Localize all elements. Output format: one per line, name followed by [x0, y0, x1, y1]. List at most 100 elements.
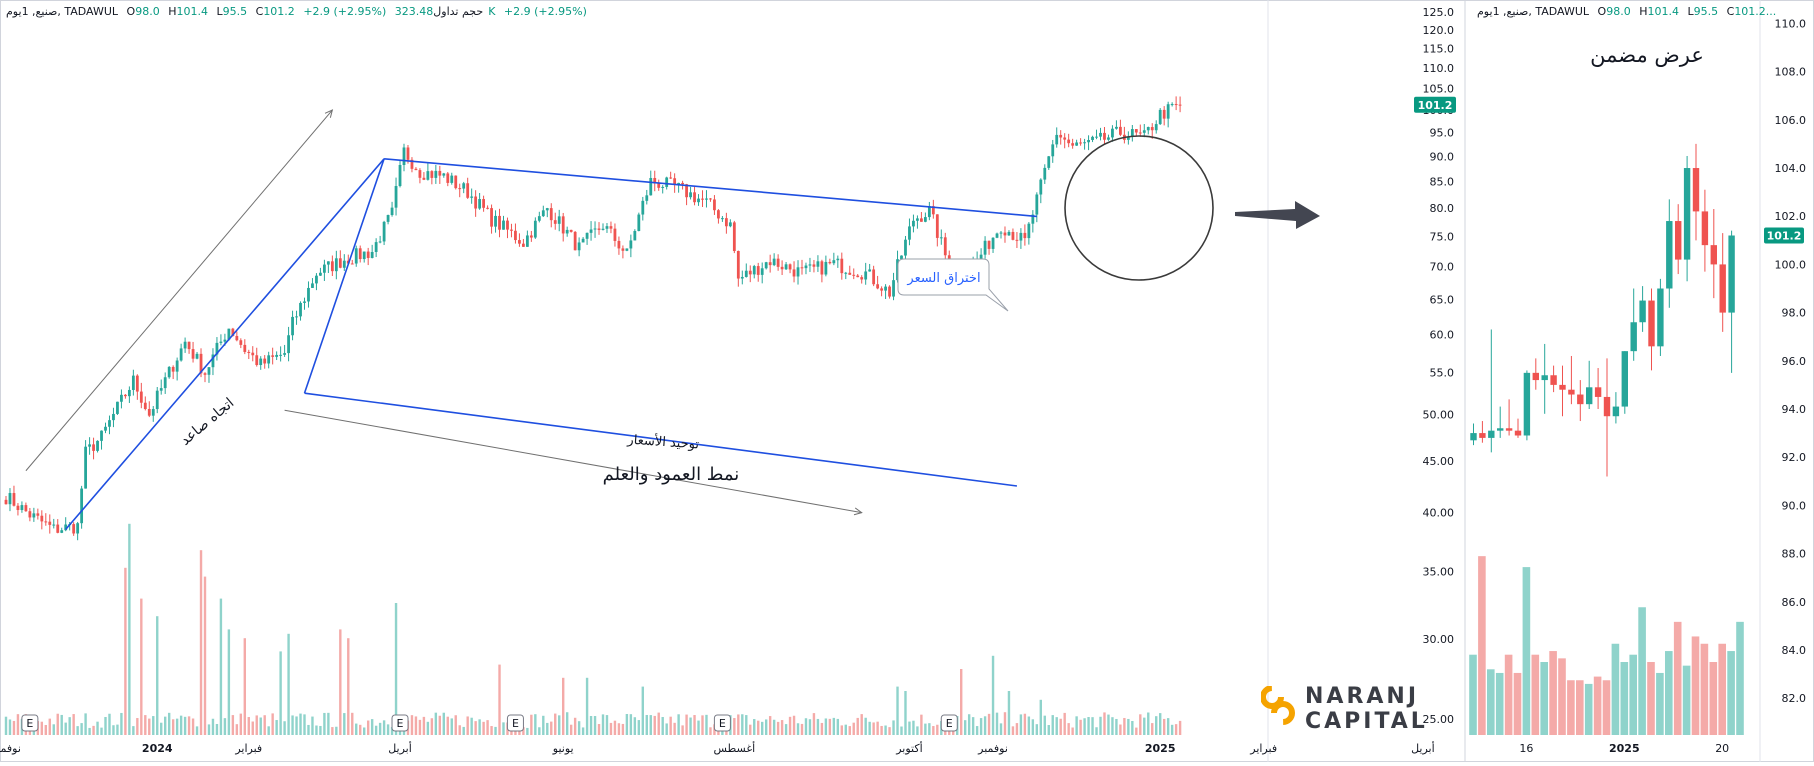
zoom-open: O98.0: [1598, 5, 1631, 18]
main-volume-bar: [530, 714, 533, 735]
main-volume-bar: [971, 717, 975, 735]
main-volume-bar: [72, 714, 75, 735]
main-volume-bar: [1159, 713, 1162, 735]
main-volume-bar: [291, 715, 294, 735]
main-volume-bar: [1083, 718, 1086, 735]
main-volume-bar: [1075, 716, 1078, 735]
main-volume-bar: [315, 725, 318, 735]
main-volume-bar: [569, 724, 573, 735]
main-candle-body: [418, 170, 422, 178]
zoom-symbol[interactable]: صنيع, 1يوم, TADAWUL: [1477, 5, 1590, 18]
main-candle-body: [199, 353, 203, 374]
main-candle-body: [470, 196, 474, 198]
main-volume-bar: [772, 719, 776, 735]
main-candle-body: [247, 351, 251, 353]
main-volume-bar: [60, 714, 63, 735]
high-value: 101.4: [176, 5, 208, 18]
main-candle-body: [1039, 179, 1043, 195]
main-candle-body: [541, 210, 545, 217]
uptrend-arrow: [25, 109, 333, 472]
main-volume-bar: [207, 724, 211, 735]
main-volume-bar: [1035, 724, 1039, 735]
main-y-tick-label: 35.00: [1423, 565, 1455, 578]
zoom-candle-body: [1675, 221, 1682, 260]
zoom-candle-body: [1559, 384, 1566, 390]
main-candle-body: [923, 217, 927, 222]
main-candle-body: [12, 493, 16, 506]
main-volume-bar: [223, 718, 227, 735]
main-volume-bar: [522, 727, 525, 735]
main-volume-bar: [422, 716, 426, 735]
main-volume-bar: [92, 725, 95, 735]
main-volume-bars: [4, 523, 1182, 735]
zoom-candle-body: [1594, 387, 1602, 397]
high-label: H: [168, 5, 177, 18]
main-volume-bar: [195, 726, 199, 735]
main-volume-bar: [40, 721, 44, 735]
main-candle-body: [76, 523, 80, 534]
zoom-y-tick-label: 100.0: [1775, 258, 1807, 271]
flag-lower-line: [304, 392, 1018, 487]
main-candle-body: [1138, 132, 1142, 134]
zoom-volume-bar: [1700, 643, 1709, 735]
main-volume-bar: [183, 716, 187, 735]
zoom-volume-bar: [1549, 651, 1557, 735]
main-candle-body: [139, 391, 143, 403]
main-volume-bar: [235, 724, 239, 735]
main-candle-body: [665, 177, 669, 187]
main-candle-body: [330, 261, 334, 272]
main-candle-body: [283, 353, 286, 355]
main-volume-bar: [426, 721, 430, 735]
main-volume-bar: [466, 716, 469, 735]
main-volume-bar: [430, 718, 434, 735]
main-volume-bar: [856, 717, 859, 735]
zoom-volume-bar: [1522, 567, 1531, 735]
main-candle-body: [545, 208, 549, 211]
main-candle-body: [1115, 126, 1118, 129]
main-volume-bar: [681, 725, 684, 735]
main-candle-body: [275, 354, 279, 357]
zoom-candle-body: [1612, 406, 1620, 417]
zoom-volume-bar: [1718, 643, 1726, 735]
main-volume-bar: [963, 720, 967, 735]
zoom-candle-body: [1550, 375, 1557, 385]
main-candle-body: [183, 341, 187, 349]
main-high: H101.4: [168, 5, 208, 18]
main-volume-bar: [4, 716, 8, 735]
main-candle-body: [1103, 132, 1106, 140]
main-volume-bar: [585, 677, 589, 735]
main-volume-bar: [331, 727, 334, 735]
consolidation-arrow-head: [853, 507, 863, 516]
main-volume-bar: [836, 718, 840, 735]
main-candle-body: [167, 366, 171, 378]
main-y-tick-label: 115.0: [1423, 43, 1455, 56]
main-candle-body: [908, 226, 911, 240]
zoom-y-tick-label: 88.0: [1782, 548, 1807, 561]
main-volume-bar: [573, 717, 577, 735]
zoom-candle-body: [1532, 372, 1539, 381]
main-candle-body: [1119, 126, 1122, 135]
main-candle-body: [326, 261, 330, 265]
earnings-marker-label: E: [719, 717, 726, 730]
main-candle-body: [772, 258, 776, 266]
zoom-volume-bar: [1576, 680, 1584, 735]
main-volume-bar: [474, 721, 477, 735]
zoom-y-tick-label: 106.0: [1775, 114, 1807, 127]
main-y-tick-label: 30.00: [1423, 633, 1455, 646]
main-volume-bar: [1103, 712, 1106, 735]
main-candle-body: [1051, 144, 1055, 157]
main-candle-body: [127, 389, 131, 397]
main-volume-bar: [215, 723, 219, 735]
zoom-legend[interactable]: صنيع, 1يوم, TADAWUL O98.0 H101.4 L95.5 C…: [1477, 5, 1781, 18]
main-candle-body: [1134, 129, 1138, 133]
main-symbol[interactable]: صنيع, 1يوم, TADAWUL: [6, 5, 119, 18]
main-volume-bar: [108, 713, 111, 735]
open-label: O: [126, 5, 136, 18]
earnings-marker: [713, 714, 731, 732]
main-y-tick-label: 110.0: [1423, 62, 1455, 75]
zoom-y-tick-label: 94.0: [1782, 403, 1807, 416]
main-volume-bar: [100, 727, 103, 735]
main-legend[interactable]: صنيع, 1يوم, TADAWUL O98.0 H101.4 L95.5 C…: [6, 5, 592, 18]
